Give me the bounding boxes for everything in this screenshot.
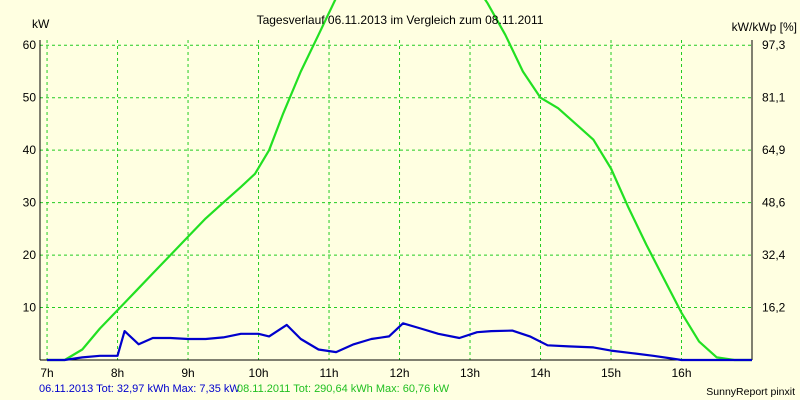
- series-line-2013: [47, 322, 752, 362]
- y-right-tick-label: 16,2: [762, 301, 786, 315]
- y-tick-label: 50: [23, 91, 37, 105]
- y-tick-label: 20: [23, 248, 37, 262]
- y-right-tick-label: 64,9: [762, 143, 786, 157]
- x-tick-label: 7h: [40, 366, 53, 380]
- y-right-unit: kW/kWp [%]: [732, 20, 797, 34]
- footer-brand: SunnyReport pinxit: [706, 386, 795, 398]
- y-right-tick-label: 81,1: [762, 91, 786, 105]
- x-tick-label: 8h: [111, 366, 124, 380]
- x-tick-label: 11h: [319, 366, 338, 380]
- x-tick-label: 10h: [249, 366, 269, 380]
- y-right-tick-label: 32,4: [762, 248, 786, 262]
- legend-series-2013: 06.11.2013 Tot: 32,97 kWh Max: 7,35 kW: [39, 383, 240, 395]
- series-lines: [47, 0, 752, 362]
- x-tick-label: 9h: [181, 366, 194, 380]
- y-tick-label: 10: [23, 301, 37, 315]
- x-tick-label: 14h: [530, 366, 550, 380]
- legend-series-2011: 08.11.2011 Tot: 290,64 kWh Max: 60,76 kW: [237, 383, 450, 395]
- y-tick-label: 40: [23, 143, 37, 157]
- y-left-unit: kW: [32, 17, 50, 31]
- plot-area: [40, 40, 752, 360]
- x-tick-label: 15h: [601, 366, 621, 380]
- y-right-tick-label: 97,3: [762, 38, 786, 52]
- x-tick-label: 13h: [460, 366, 480, 380]
- grid: [40, 40, 752, 360]
- y-tick-label: 60: [23, 38, 37, 52]
- tick-labels: 10 16,2 20 32,4 30 48,6 40 64,9 50 81,1 60 97,3 7h 8h…: [23, 38, 786, 380]
- y-tick-label: 30: [23, 196, 37, 210]
- chart-title: Tagesverlauf 06.11.2013 im Vergleich zum…: [257, 13, 544, 27]
- x-tick-label: 12h: [390, 366, 410, 380]
- y-right-tick-label: 48,6: [762, 196, 786, 210]
- x-tick-label: 16h: [671, 366, 691, 380]
- series-line-2011: [47, 0, 752, 362]
